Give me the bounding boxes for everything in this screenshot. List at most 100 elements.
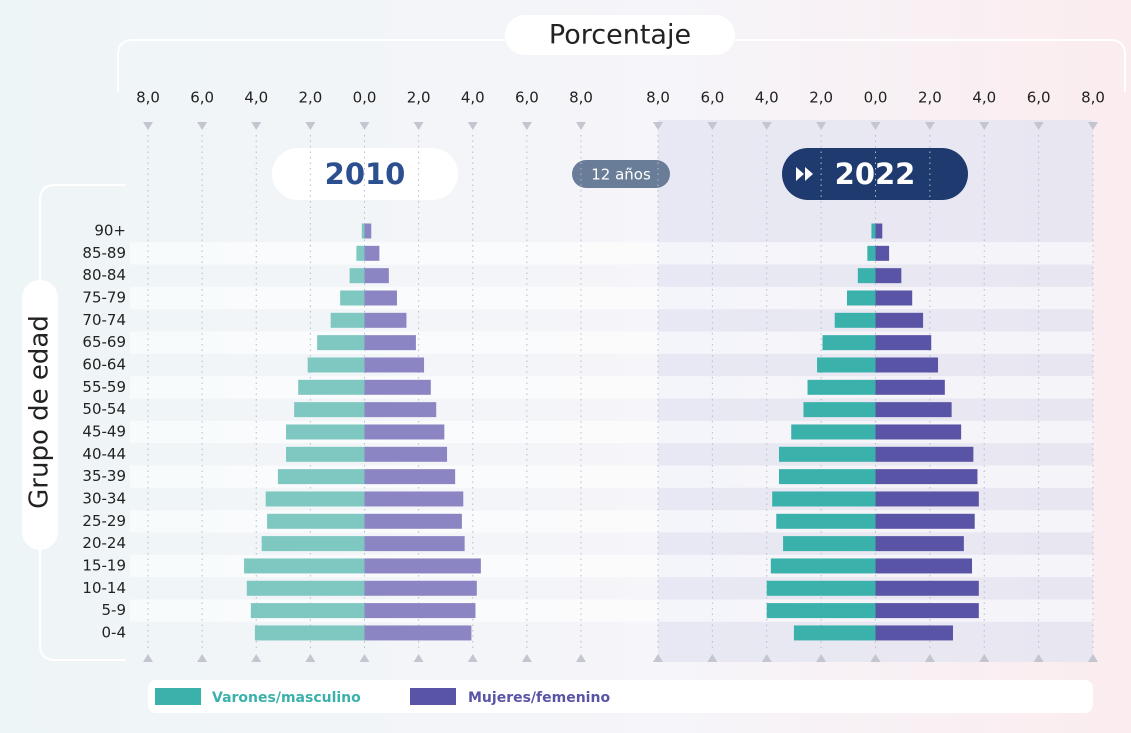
bar (875, 223, 883, 239)
bar (364, 469, 456, 485)
bar (807, 379, 876, 395)
tick-marker (979, 654, 990, 662)
bar (250, 603, 365, 619)
y-tick-label: 40-44 (82, 445, 126, 463)
tick-marker (521, 654, 532, 662)
bar (871, 223, 876, 239)
bar (364, 379, 431, 395)
bar (875, 469, 978, 485)
bar (364, 402, 437, 418)
bar (793, 625, 876, 641)
tick-marker (707, 654, 718, 662)
bar (364, 513, 462, 529)
bar (261, 536, 365, 552)
bar (364, 290, 397, 306)
bar (875, 245, 890, 261)
x-tick-label: 6,0 (1027, 89, 1051, 107)
tick-marker (521, 122, 532, 130)
tick-marker (1033, 122, 1044, 130)
bar (766, 580, 876, 596)
y-tick-label: 50-54 (82, 400, 126, 418)
bar (791, 424, 876, 440)
legend-swatch (155, 688, 201, 705)
x-tick-label: 6,0 (700, 89, 724, 107)
y-tick-label: 65-69 (82, 333, 126, 351)
y-tick-label: 70-74 (82, 311, 126, 329)
tick-marker (143, 654, 153, 662)
bar (364, 446, 448, 462)
bar (277, 469, 365, 485)
tick-marker (359, 654, 370, 662)
bar (875, 513, 975, 529)
y-tick-label: 0-4 (102, 623, 127, 641)
bar (875, 491, 979, 507)
bar (778, 446, 876, 462)
bar (246, 580, 365, 596)
tick-marker (305, 122, 316, 130)
tick-marker (1088, 654, 1098, 662)
bar (834, 312, 876, 328)
legend (148, 680, 1093, 713)
bar (875, 379, 945, 395)
bar (772, 491, 876, 507)
bar (875, 424, 962, 440)
y-tick-label: 10-14 (82, 579, 126, 597)
tick-marker (576, 654, 586, 662)
bar (294, 402, 365, 418)
bar (340, 290, 365, 306)
y-tick-label: 25-29 (82, 512, 126, 530)
y-tick-label: 5-9 (102, 601, 127, 619)
y-tick-label: 90+ (94, 222, 126, 240)
bar (817, 357, 876, 373)
x-tick-label: 4,0 (755, 89, 779, 107)
y-tick-label: 30-34 (82, 489, 126, 507)
bar (364, 424, 445, 440)
bar (846, 290, 876, 306)
x-label-pill (505, 15, 735, 55)
bar (364, 357, 425, 373)
bar (244, 558, 365, 574)
bar (875, 402, 952, 418)
interval-label: 12 años (591, 166, 651, 184)
bar (254, 625, 365, 641)
bar (875, 536, 964, 552)
x-tick-label: 6,0 (515, 89, 539, 107)
bar (317, 335, 365, 351)
bar (267, 513, 365, 529)
tick-marker (816, 654, 827, 662)
x-tick-label: 4,0 (244, 89, 268, 107)
x-tick-label: 8,0 (569, 89, 593, 107)
tick-marker (924, 654, 935, 662)
bar (364, 491, 464, 507)
bar (803, 402, 876, 418)
bar (875, 558, 973, 574)
x-axis-label: Porcentaje (549, 20, 691, 51)
x-tick-label: 8,0 (136, 89, 160, 107)
tick-marker (653, 654, 663, 662)
bar (349, 268, 365, 284)
y-tick-label: 20-24 (82, 534, 126, 552)
x-tick-label: 0,0 (353, 89, 377, 107)
bar (364, 536, 465, 552)
bar (778, 469, 876, 485)
tick-marker (251, 122, 262, 130)
y-tick-label: 85-89 (82, 244, 126, 262)
tick-marker (197, 122, 208, 130)
tick-marker (467, 122, 478, 130)
x-tick-label: 8,0 (646, 89, 670, 107)
tick-marker (576, 122, 586, 130)
y-tick-label: 15-19 (82, 556, 126, 574)
tick-marker (870, 122, 881, 130)
bar (770, 558, 876, 574)
tick-marker (924, 122, 935, 130)
y-tick-label: 35-39 (82, 467, 126, 485)
row-stripe (130, 331, 1093, 354)
legend-label: Varones/masculino (212, 690, 361, 706)
bar (364, 558, 481, 574)
bar (364, 625, 472, 641)
tick-marker (707, 122, 718, 130)
bar (364, 245, 380, 261)
tick-marker (197, 654, 208, 662)
bar (361, 223, 365, 239)
row-stripe (130, 286, 1093, 310)
